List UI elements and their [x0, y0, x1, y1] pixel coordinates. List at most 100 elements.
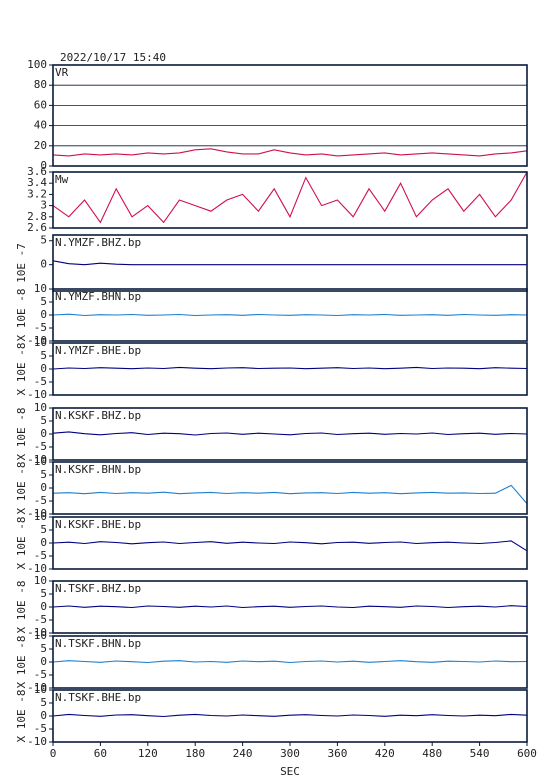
x-axis-label: SEC — [280, 765, 300, 778]
panel-frame — [52, 635, 528, 689]
panel-label: N.TSKF.BHZ.bp — [55, 582, 141, 595]
y-tick-label: 3.6 — [27, 165, 47, 178]
y-tick-label: 10 — [34, 629, 47, 642]
panel-frame — [52, 461, 528, 515]
y-axis-label: 10E -7 — [15, 243, 28, 283]
panel-frame — [52, 342, 528, 396]
y-tick-label: -10 — [27, 334, 47, 347]
panel-frame — [52, 516, 528, 570]
series-line — [52, 713, 528, 718]
y-tick-label: 0 — [40, 481, 47, 494]
y-tick-label: 5 — [40, 234, 47, 247]
y-tick-label: -5 — [34, 440, 47, 453]
y-tick-label: 10 — [34, 282, 47, 295]
series-line — [52, 660, 528, 664]
y-tick-label: 0 — [40, 258, 47, 271]
y-tick-label: 80 — [34, 78, 47, 91]
y-tick-label: 60 — [34, 98, 47, 111]
x-tick-label: 120 — [138, 747, 158, 760]
y-tick-label: 0 — [40, 159, 47, 172]
x-tick-label: 0 — [50, 747, 57, 760]
y-tick-label: 5 — [40, 696, 47, 709]
y-tick-label: 10 — [34, 455, 47, 468]
y-tick-label: -5 — [34, 494, 47, 507]
y-tick-label: 10 — [34, 401, 47, 414]
y-tick-label: 0 — [40, 427, 47, 440]
panel-frame — [52, 407, 528, 461]
y-tick-label: 5 — [40, 642, 47, 655]
panel-label: Mw — [55, 173, 69, 186]
y-tick-label: 10 — [34, 683, 47, 696]
y-axis-label: X 10E -8 — [15, 636, 28, 689]
x-tick-label: 60 — [94, 747, 107, 760]
x-tick-label: 360 — [327, 747, 347, 760]
y-tick-label: 5 — [40, 295, 47, 308]
y-tick-label: 20 — [34, 139, 47, 152]
y-tick-label: -10 — [27, 735, 47, 748]
y-tick-label: 10 — [34, 336, 47, 349]
x-tick-label: 480 — [422, 747, 442, 760]
panel-frame — [52, 171, 528, 229]
series-line — [52, 540, 528, 552]
y-tick-label: 0 — [40, 362, 47, 375]
y-tick-label: -10 — [27, 681, 47, 694]
x-tick-label: 420 — [375, 747, 395, 760]
y-tick-label: -5 — [34, 321, 47, 334]
series-line — [52, 366, 528, 370]
x-tick-label: 600 — [517, 747, 537, 760]
y-tick-label: 0 — [40, 709, 47, 722]
panel-label: N.TSKF.BHN.bp — [55, 637, 141, 650]
y-tick-label: 100 — [27, 58, 47, 71]
panel-frame — [52, 580, 528, 634]
y-tick-label: 5 — [40, 523, 47, 536]
panel-label: N.YMZF.BHE.bp — [55, 344, 141, 357]
y-tick-label: 3.4 — [27, 176, 47, 189]
y-tick-label: 10 — [34, 574, 47, 587]
y-tick-label: 2.8 — [27, 210, 47, 223]
y-tick-label: 10 — [34, 510, 47, 523]
y-axis-label: X 10E -8 — [15, 581, 28, 634]
y-tick-label: 0 — [40, 655, 47, 668]
series-line — [52, 431, 528, 436]
panel-label: N.KSKF.BHN.bp — [55, 463, 141, 476]
y-tick-label: 5 — [40, 587, 47, 600]
y-axis-label: X 10E -8 — [15, 690, 28, 743]
y-tick-label: 40 — [34, 119, 47, 132]
y-tick-label: 0 — [40, 600, 47, 613]
x-tick-label: 300 — [280, 747, 300, 760]
y-axis-label: X 10E -8 — [15, 408, 28, 461]
series-line — [52, 260, 527, 266]
y-tick-label: 5 — [40, 349, 47, 362]
y-tick-label: -10 — [27, 562, 47, 575]
series-line — [52, 171, 528, 224]
y-tick-label: 0 — [40, 536, 47, 549]
x-tick-label: 180 — [185, 747, 205, 760]
y-tick-label: -5 — [34, 722, 47, 735]
y-tick-label: -10 — [27, 388, 47, 401]
panel-frame — [52, 288, 528, 342]
series-line — [52, 605, 528, 609]
y-tick-label: -10 — [27, 507, 47, 520]
panel-label: N.YMZF.BHZ.bp — [55, 236, 141, 249]
x-tick-label: 240 — [233, 747, 253, 760]
y-axis-label: X 10E -8 — [15, 289, 28, 342]
y-tick-label: -10 — [27, 453, 47, 466]
y-tick-label: -5 — [34, 375, 47, 388]
panel-label: N.KSKF.BHZ.bp — [55, 409, 141, 422]
y-tick-label: 5 — [40, 468, 47, 481]
y-tick-label: 5 — [40, 414, 47, 427]
y-tick-label: -10 — [27, 626, 47, 639]
y-axis-label: X 10E -8 — [15, 343, 28, 396]
panel-frame — [52, 234, 528, 292]
panel-label: N.YMZF.BHN.bp — [55, 290, 141, 303]
y-tick-label: 2.6 — [27, 221, 47, 234]
y-tick-label: -5 — [34, 613, 47, 626]
chart-title: 2022/10/17 15:40 — [60, 51, 166, 64]
y-tick-label: 3.2 — [27, 187, 47, 200]
y-tick-label: 0 — [40, 308, 47, 321]
y-axis-label: X 10E -8 — [15, 462, 28, 515]
series-line — [52, 484, 528, 504]
panel-label: VR — [55, 66, 69, 79]
y-tick-label: -5 — [34, 549, 47, 562]
